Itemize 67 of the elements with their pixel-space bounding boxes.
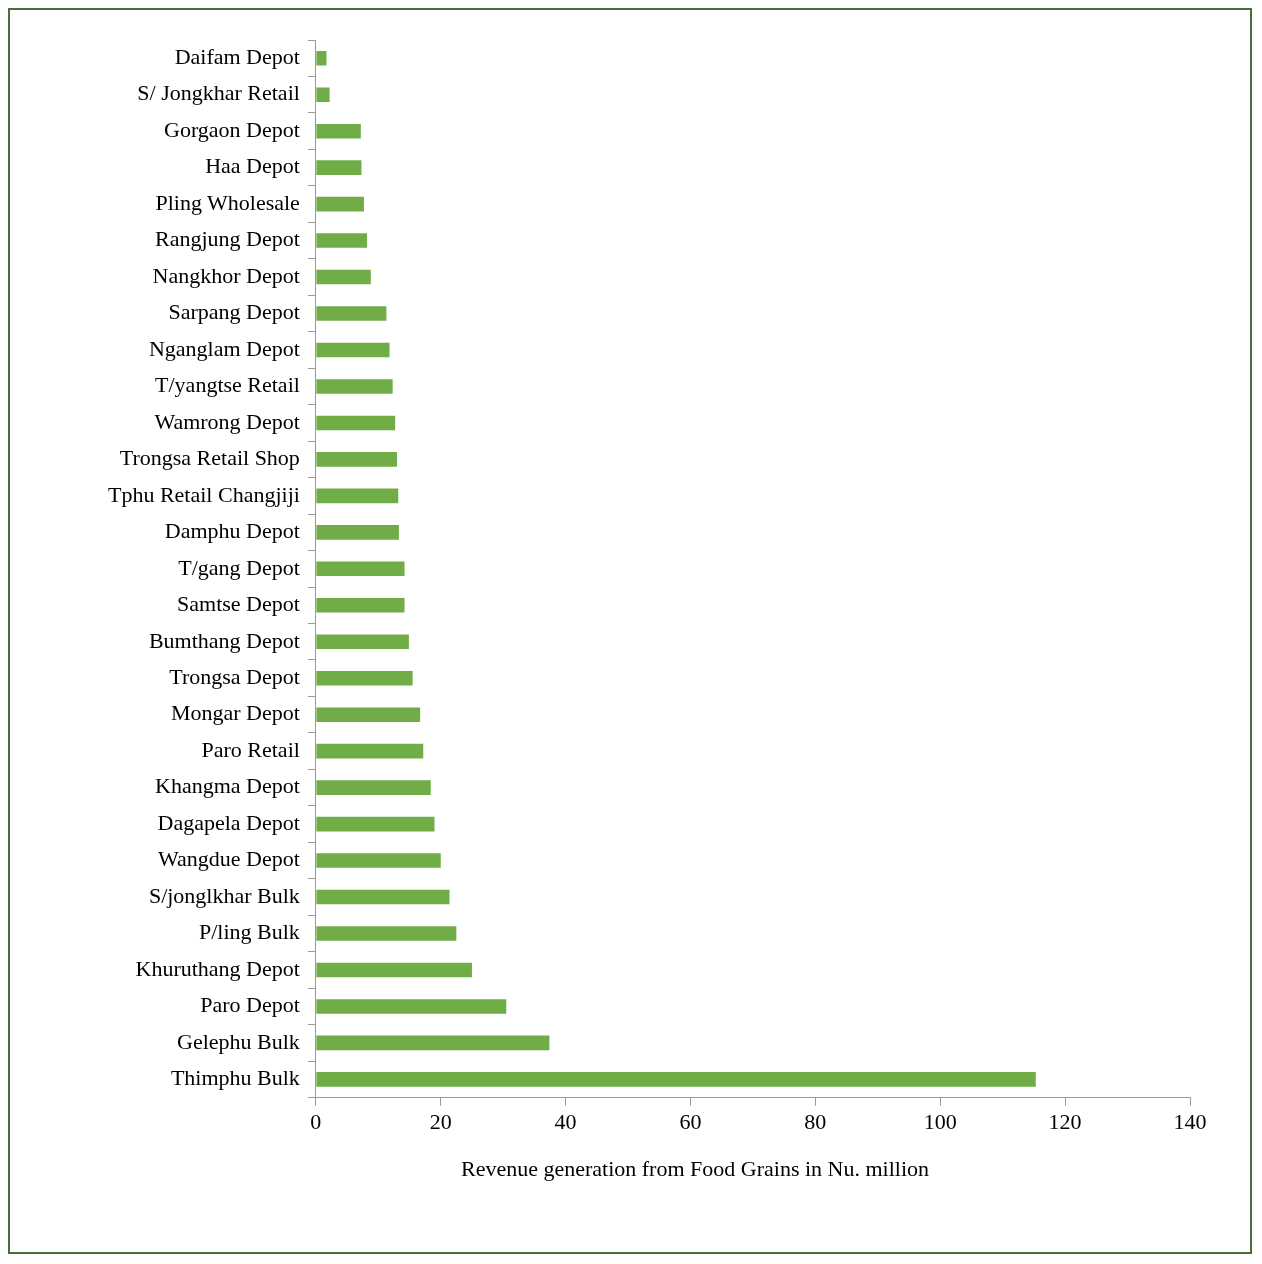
- y-tick-label: Trongsa Depot: [169, 663, 300, 689]
- y-tick-label: Bumthang Depot: [148, 627, 300, 653]
- y-tick-label: S/ Jongkhar Retail: [137, 80, 300, 106]
- bar: [316, 342, 390, 358]
- bar: [316, 379, 393, 394]
- bar: [316, 743, 424, 759]
- bar: [316, 597, 405, 613]
- y-tick-label: Damphu Depot: [164, 518, 300, 544]
- x-tick-label: 80: [804, 1108, 827, 1134]
- bar: [316, 123, 361, 139]
- y-tick-label: Wamrong Depot: [154, 408, 300, 434]
- x-tick-label: 40: [554, 1108, 577, 1134]
- bar: [316, 525, 399, 540]
- y-tick-label: Rangjung Depot: [155, 226, 300, 252]
- x-tick-label: 0: [310, 1108, 322, 1134]
- bar: [316, 999, 507, 1014]
- y-tick-label: Nganglam Depot: [148, 335, 300, 361]
- y-tick-label: Samtse Depot: [177, 591, 300, 617]
- bar: [316, 306, 387, 321]
- bar: [316, 50, 327, 66]
- bar: [316, 160, 362, 175]
- y-tick-label: Tphu Retail Changjiji: [107, 481, 300, 507]
- bar: [316, 452, 398, 467]
- x-tick-label: 140: [1173, 1108, 1207, 1134]
- y-tick-label: Khuruthang Depot: [135, 955, 300, 981]
- bar: [316, 269, 371, 285]
- bar: [316, 634, 409, 650]
- y-tick-label: Trongsa Retail Shop: [119, 445, 300, 471]
- y-tick-label: Wangdue Depot: [158, 846, 300, 872]
- bar: [316, 962, 472, 978]
- bar: [316, 707, 421, 722]
- y-tick-label: Nangkhor Depot: [152, 262, 300, 288]
- y-tick-label: Mongar Depot: [170, 700, 300, 726]
- x-tick-label: 20: [429, 1108, 452, 1134]
- y-tick-label: Gorgaon Depot: [164, 116, 300, 142]
- bar: [316, 561, 405, 577]
- bar: [316, 1035, 550, 1051]
- bar: [316, 87, 330, 102]
- bar: [316, 889, 450, 905]
- y-tick-label: T/gang Depot: [178, 554, 300, 580]
- bar: [316, 780, 431, 795]
- bar: [316, 670, 413, 686]
- x-tick-label: 120: [1048, 1108, 1082, 1134]
- y-tick-label: Pling Wholesale: [155, 189, 300, 215]
- bar: [316, 233, 368, 248]
- x-axis-title: Revenue generation from Food Grains in Nu. million: [460, 1156, 930, 1182]
- bar: [316, 196, 364, 212]
- bar: [316, 415, 396, 431]
- bar: [316, 816, 435, 832]
- y-tick-label: Daifam Depot: [174, 44, 300, 70]
- bar: [316, 488, 399, 504]
- bar: [316, 926, 457, 941]
- x-tick-label: 100: [923, 1108, 957, 1134]
- y-tick-label: Gelephu Bulk: [177, 1028, 300, 1054]
- y-tick-label: Haa Depot: [205, 153, 300, 179]
- x-tick-label: 60: [679, 1108, 702, 1134]
- bar: [316, 853, 441, 868]
- y-tick-label: Paro Depot: [200, 992, 300, 1018]
- y-tick-label: S/jonglkhar Bulk: [148, 882, 300, 908]
- bar: [316, 1072, 1036, 1087]
- y-tick-label: Sarpang Depot: [168, 299, 300, 325]
- y-tick-label: Paro Retail: [201, 736, 300, 762]
- y-tick-label: Khangma Depot: [155, 773, 300, 799]
- y-tick-label: P/ling Bulk: [199, 919, 300, 945]
- y-tick-label: Dagapela Depot: [157, 809, 300, 835]
- y-tick-label: Thimphu Bulk: [170, 1065, 300, 1091]
- y-tick-label: T/yangtse Retail: [155, 372, 300, 398]
